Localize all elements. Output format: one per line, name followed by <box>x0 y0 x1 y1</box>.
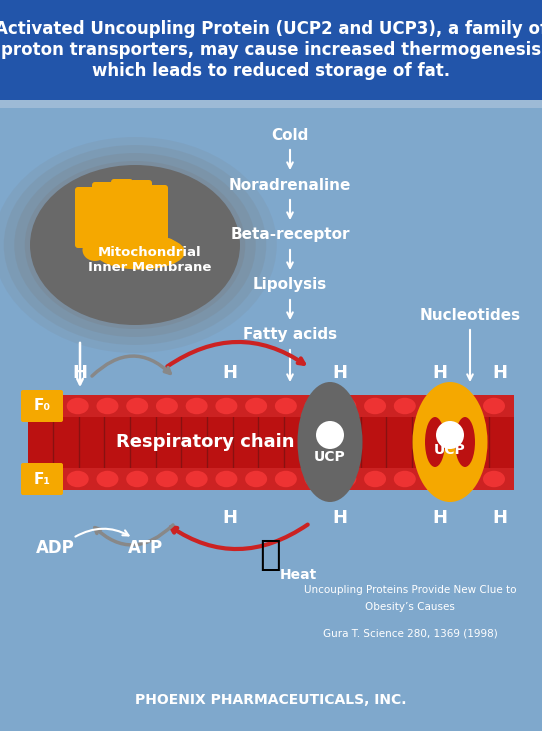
Text: PHOENIX PHARMACEUTICALS, INC.: PHOENIX PHARMACEUTICALS, INC. <box>136 693 406 707</box>
Ellipse shape <box>215 398 237 414</box>
Text: Lipolysis: Lipolysis <box>253 278 327 292</box>
Ellipse shape <box>0 137 277 353</box>
Text: H: H <box>223 364 237 382</box>
Ellipse shape <box>37 398 59 414</box>
Text: Gura T. Science 280, 1369 (1998): Gura T. Science 280, 1369 (1998) <box>322 628 498 638</box>
Ellipse shape <box>245 471 267 488</box>
Ellipse shape <box>126 471 148 488</box>
Text: H: H <box>223 509 237 527</box>
Text: Noradrenaline: Noradrenaline <box>229 178 351 192</box>
Text: Nucleotides: Nucleotides <box>420 308 520 322</box>
Ellipse shape <box>37 471 59 488</box>
Text: H: H <box>433 364 448 382</box>
Ellipse shape <box>275 471 297 488</box>
Text: Heat: Heat <box>280 568 317 582</box>
Text: Respiratory chain: Respiratory chain <box>116 433 294 451</box>
Ellipse shape <box>425 417 445 467</box>
Text: Uncoupling Proteins Provide New Clue to: Uncoupling Proteins Provide New Clue to <box>304 585 516 595</box>
Ellipse shape <box>67 398 89 414</box>
Ellipse shape <box>455 417 475 467</box>
Circle shape <box>436 421 464 449</box>
Ellipse shape <box>305 398 327 414</box>
Ellipse shape <box>67 471 89 488</box>
FancyBboxPatch shape <box>111 179 133 250</box>
Text: H: H <box>493 509 507 527</box>
Text: 🔥: 🔥 <box>259 538 281 572</box>
FancyBboxPatch shape <box>92 182 114 248</box>
Ellipse shape <box>186 398 208 414</box>
Text: ADP: ADP <box>36 539 74 557</box>
Text: UCP: UCP <box>434 443 466 457</box>
Circle shape <box>316 421 344 449</box>
Bar <box>28 395 514 417</box>
Text: Activated Uncoupling Protein (UCP2 and UCP3), a family of
proton transporters, m: Activated Uncoupling Protein (UCP2 and U… <box>0 20 542 80</box>
Ellipse shape <box>245 398 267 414</box>
Text: H: H <box>493 364 507 382</box>
Ellipse shape <box>334 398 356 414</box>
Text: Beta-receptor: Beta-receptor <box>230 227 350 243</box>
Ellipse shape <box>215 471 237 488</box>
FancyBboxPatch shape <box>148 185 168 246</box>
Ellipse shape <box>126 398 148 414</box>
Ellipse shape <box>364 471 386 488</box>
Ellipse shape <box>186 471 208 488</box>
Ellipse shape <box>423 398 446 414</box>
FancyBboxPatch shape <box>130 180 152 248</box>
Ellipse shape <box>95 235 185 270</box>
Text: H: H <box>332 364 347 382</box>
Ellipse shape <box>364 398 386 414</box>
Ellipse shape <box>334 471 356 488</box>
FancyBboxPatch shape <box>21 463 63 495</box>
Ellipse shape <box>82 239 107 261</box>
Ellipse shape <box>25 161 245 329</box>
Ellipse shape <box>156 398 178 414</box>
Ellipse shape <box>4 145 266 345</box>
Bar <box>0 100 542 108</box>
Text: Obesity’s Causes: Obesity’s Causes <box>365 602 455 612</box>
Ellipse shape <box>394 471 416 488</box>
Text: Cold: Cold <box>272 127 309 143</box>
Ellipse shape <box>394 398 416 414</box>
Text: ATP: ATP <box>127 539 163 557</box>
Text: H: H <box>332 509 347 527</box>
Ellipse shape <box>305 471 327 488</box>
Text: F₁: F₁ <box>34 471 50 487</box>
Ellipse shape <box>453 471 475 488</box>
Bar <box>0 0 542 100</box>
Ellipse shape <box>453 398 475 414</box>
Text: H: H <box>73 364 87 382</box>
Ellipse shape <box>412 382 487 502</box>
Ellipse shape <box>157 238 177 258</box>
Ellipse shape <box>30 165 240 325</box>
Ellipse shape <box>298 382 363 502</box>
Ellipse shape <box>483 471 505 488</box>
Ellipse shape <box>156 471 178 488</box>
Text: Fatty acids: Fatty acids <box>243 327 337 343</box>
FancyBboxPatch shape <box>75 187 95 248</box>
Ellipse shape <box>483 398 505 414</box>
Ellipse shape <box>96 398 119 414</box>
Ellipse shape <box>423 471 446 488</box>
Text: F₀: F₀ <box>34 398 50 414</box>
Ellipse shape <box>14 153 256 337</box>
Bar <box>28 468 514 490</box>
Text: Mitochondrial
Inner Membrane: Mitochondrial Inner Membrane <box>88 246 212 274</box>
FancyBboxPatch shape <box>21 390 63 422</box>
Ellipse shape <box>275 398 297 414</box>
Text: H: H <box>433 509 448 527</box>
Ellipse shape <box>96 471 119 488</box>
Bar <box>28 395 514 468</box>
Text: UCP: UCP <box>314 450 346 464</box>
